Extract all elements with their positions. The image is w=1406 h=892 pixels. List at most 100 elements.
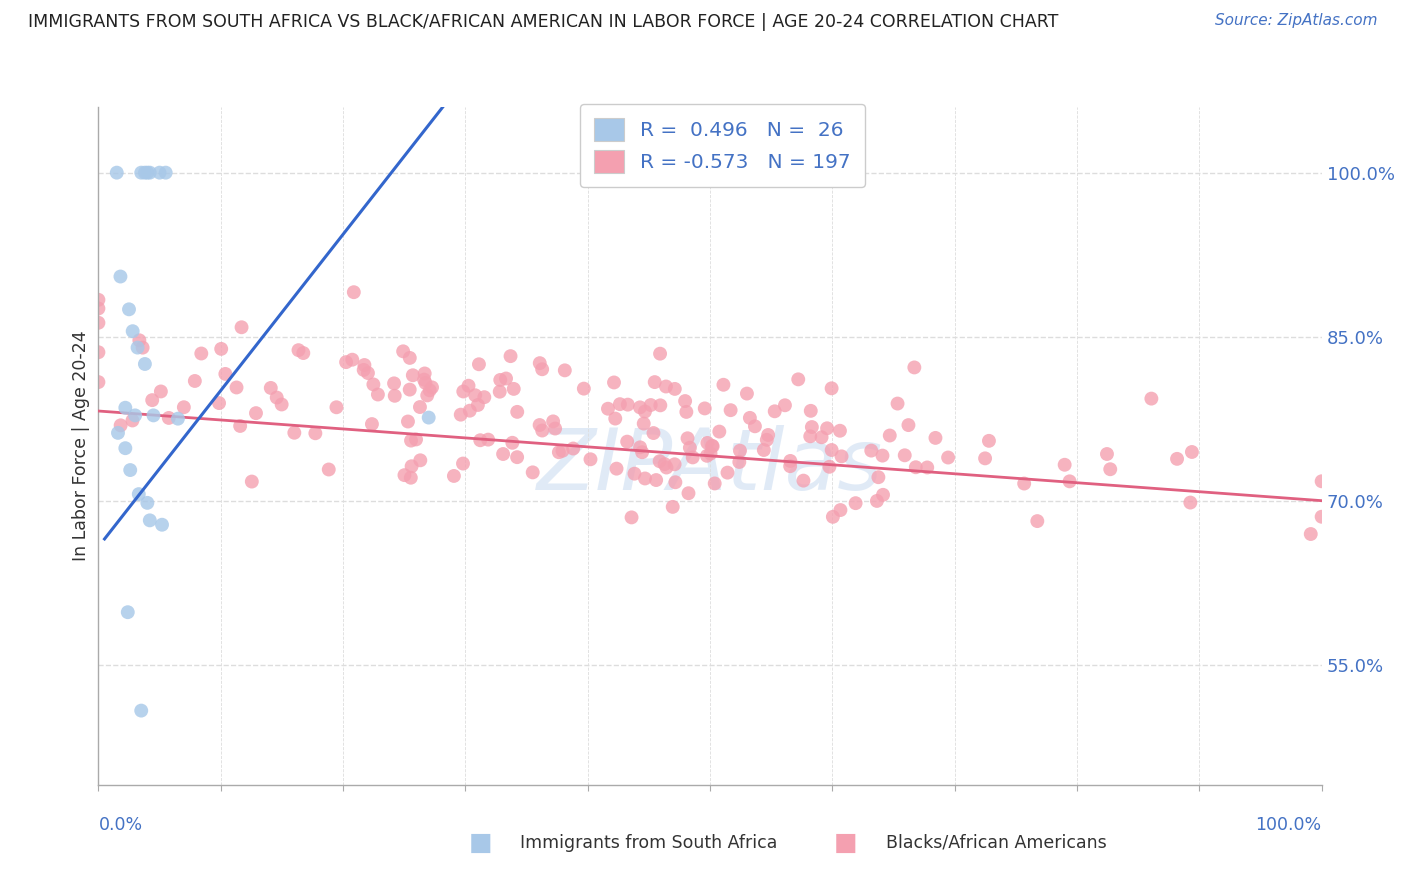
Point <box>606 461 628 475</box>
Point <box>860 443 883 458</box>
Point <box>127 341 149 355</box>
Point <box>208 396 231 410</box>
Point <box>214 367 236 381</box>
Point <box>363 377 385 392</box>
Point <box>620 510 643 524</box>
Point <box>551 443 574 458</box>
Point <box>728 455 751 469</box>
Point <box>1059 475 1081 489</box>
Point <box>654 457 676 471</box>
Point <box>335 355 357 369</box>
Point <box>866 494 889 508</box>
Point <box>398 351 420 365</box>
Point <box>779 459 801 474</box>
Point <box>616 398 638 412</box>
Point <box>287 343 309 358</box>
Point <box>149 384 172 399</box>
Point <box>405 433 427 447</box>
Point <box>648 347 671 361</box>
Point <box>342 352 364 367</box>
Point <box>628 401 651 415</box>
Point <box>240 475 263 489</box>
Point <box>579 452 602 467</box>
Point <box>87 301 110 316</box>
Point <box>872 449 894 463</box>
Point <box>547 445 569 459</box>
Point <box>457 378 479 392</box>
Point <box>664 475 686 490</box>
Point <box>531 424 554 438</box>
Point <box>87 345 110 359</box>
Point <box>467 398 489 412</box>
Point <box>506 450 529 465</box>
Point <box>735 386 758 401</box>
Point <box>495 371 517 385</box>
Point <box>720 403 742 417</box>
Point <box>419 384 441 398</box>
Point <box>522 466 544 480</box>
Point <box>458 403 481 417</box>
Point <box>678 486 700 500</box>
Point <box>904 460 927 475</box>
Text: Blacks/African Americans: Blacks/African Americans <box>886 834 1107 852</box>
Point <box>131 341 153 355</box>
Point <box>716 466 738 480</box>
Point <box>392 344 415 359</box>
Point <box>728 443 751 458</box>
Point <box>554 363 576 377</box>
Point <box>384 389 406 403</box>
Point <box>644 375 666 389</box>
Point <box>394 468 416 483</box>
Point <box>605 411 627 425</box>
Point <box>696 436 718 450</box>
Point <box>110 418 132 433</box>
Legend: R =  0.496   N =  26, R = -0.573   N = 197: R = 0.496 N = 26, R = -0.573 N = 197 <box>579 103 865 187</box>
Point <box>820 381 842 395</box>
Point <box>260 381 283 395</box>
Point <box>117 605 139 619</box>
Point <box>190 346 212 360</box>
Point <box>815 421 838 435</box>
Point <box>318 462 340 476</box>
Point <box>924 431 946 445</box>
Point <box>821 509 844 524</box>
Point <box>499 349 522 363</box>
Point <box>628 440 651 454</box>
Point <box>800 404 823 418</box>
Point <box>787 372 810 386</box>
Point <box>87 316 110 330</box>
Point <box>136 166 159 180</box>
Point <box>664 458 686 472</box>
Point <box>1012 476 1035 491</box>
Point <box>155 166 177 180</box>
Point <box>1140 392 1163 406</box>
Point <box>700 439 723 453</box>
Point <box>609 397 631 411</box>
Point <box>831 450 853 464</box>
Point <box>936 450 959 465</box>
Point <box>472 390 495 404</box>
Point <box>401 459 423 474</box>
Point <box>107 425 129 440</box>
Point <box>1299 527 1322 541</box>
Point <box>675 405 697 419</box>
Point <box>810 430 832 444</box>
Point <box>415 376 437 390</box>
Text: IMMIGRANTS FROM SOUTH AFRICA VS BLACK/AFRICAN AMERICAN IN LABOR FORCE | AGE 20-2: IMMIGRANTS FROM SOUTH AFRICA VS BLACK/AF… <box>28 13 1059 31</box>
Point <box>655 379 678 393</box>
Point <box>752 442 775 457</box>
Point <box>544 421 567 435</box>
Point <box>633 417 655 431</box>
Point <box>443 469 465 483</box>
Point <box>893 448 915 462</box>
Point <box>409 453 432 467</box>
Y-axis label: In Labor Force | Age 20-24: In Labor Force | Age 20-24 <box>72 331 90 561</box>
Point <box>398 383 420 397</box>
Point <box>974 451 997 466</box>
Point <box>643 425 665 440</box>
Point <box>292 346 315 360</box>
Point <box>640 398 662 412</box>
Point <box>361 417 384 431</box>
Text: Immigrants from South Africa: Immigrants from South Africa <box>520 834 778 852</box>
Point <box>134 357 156 371</box>
